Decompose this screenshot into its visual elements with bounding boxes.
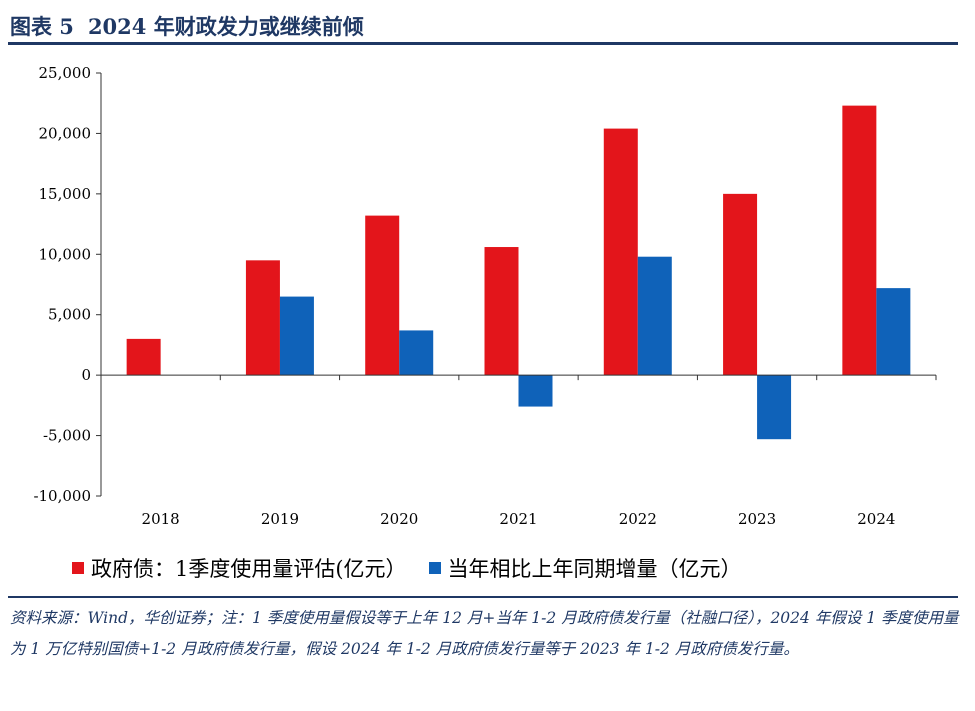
bar-series-1-2020 — [365, 215, 400, 376]
y-tick-label: 0 — [81, 366, 91, 384]
x-tick-label-2020: 2020 — [380, 510, 418, 528]
figure-title-text: 2024 年财政发力或继续前倾 — [87, 14, 364, 39]
source-note: 资料来源：Wind，华创证券；注：1 季度使用量假设等于上年 12 月+当年 1… — [10, 609, 959, 658]
y-tick-label: -10,000 — [33, 487, 91, 505]
figure-label: 图表 5 — [10, 14, 74, 39]
legend-item-series-1: 政府债：1季度使用量评估(亿元） — [72, 553, 407, 583]
source-rule — [8, 596, 958, 598]
bar-series-1-2019 — [245, 260, 280, 376]
x-tick-label-2018: 2018 — [142, 510, 180, 528]
bar-series-1-2018 — [126, 338, 161, 376]
bar-series-1-2024 — [842, 105, 877, 376]
y-tick-label: 5,000 — [48, 306, 91, 324]
bar-series-2-2024 — [876, 288, 911, 376]
x-tick-label-2023: 2023 — [738, 510, 776, 528]
bar-series-1-2022 — [603, 128, 638, 376]
bar-series-2-2019 — [279, 296, 314, 376]
bar-series-2-2022 — [637, 256, 672, 376]
x-tick-label-2019: 2019 — [261, 510, 299, 528]
title-rule — [8, 42, 958, 45]
y-tick-label: 25,000 — [39, 64, 92, 82]
legend-label-series-1: 政府债：1季度使用量评估(亿元） — [91, 557, 407, 581]
bar-series-2-2020 — [399, 330, 434, 376]
legend-swatch-series-2 — [428, 562, 441, 574]
figure-title: 图表 5 2024 年财政发力或继续前倾 — [10, 11, 364, 41]
bar-series-2-2021 — [518, 375, 553, 407]
x-tick-label-2022: 2022 — [619, 510, 657, 528]
y-tick-label: 10,000 — [39, 245, 92, 263]
legend-swatch-series-1 — [72, 562, 84, 574]
legend-label-series-2: 当年相比上年同期增量（亿元） — [447, 557, 742, 581]
bar-series-1-2023 — [723, 193, 758, 376]
bar-series-2-2023 — [757, 375, 792, 440]
x-tick-label-2024: 2024 — [857, 510, 895, 528]
legend: 政府债：1季度使用量评估(亿元） 当年相比上年同期增量（亿元） — [72, 550, 764, 586]
bar-chart: 25,000 20,000 15,000 10,000 5,000 0 -5,000 -10,… — [33, 64, 937, 528]
bar-series-1-2021 — [484, 247, 519, 376]
legend-item-series-2: 当年相比上年同期增量（亿元） — [428, 553, 742, 583]
y-tick-label: 15,000 — [39, 185, 92, 203]
y-tick-label: 20,000 — [39, 124, 92, 142]
x-tick-label-2021: 2021 — [499, 510, 537, 528]
y-tick-label: -5,000 — [43, 427, 91, 445]
